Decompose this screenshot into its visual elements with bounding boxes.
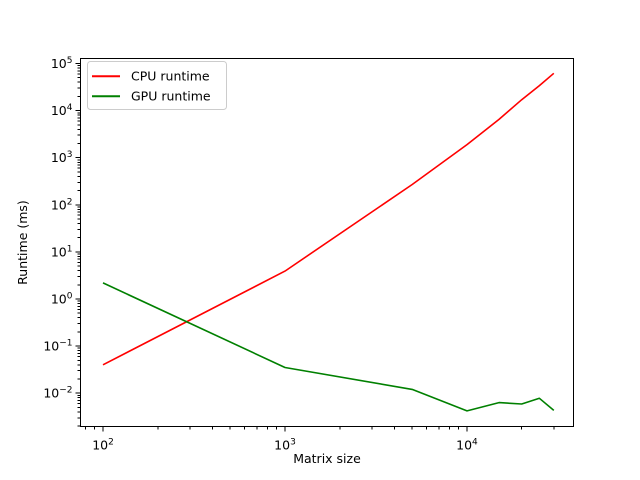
tick-label: 101 — [51, 244, 73, 259]
tick-label: 102 — [92, 438, 114, 453]
tick-label: 104 — [51, 103, 73, 118]
legend-box — [87, 61, 227, 110]
axis-ticks — [75, 63, 555, 432]
y-axis-label: Runtime (ms) — [15, 200, 30, 285]
legend-label-gpu: GPU runtime — [131, 89, 211, 104]
tick-label: 103 — [51, 150, 73, 165]
tick-label: 102 — [51, 197, 73, 212]
tick-label: 105 — [51, 56, 73, 71]
data-lines — [102, 72, 555, 412]
tick-label: 100 — [51, 291, 73, 306]
tick-label: 10−1 — [43, 339, 72, 354]
series-line-gpu — [102, 282, 555, 412]
series-line-cpu — [102, 72, 555, 366]
tick-label: 10−2 — [43, 386, 72, 401]
tick-label: 104 — [456, 438, 478, 453]
plot-spines — [80, 58, 574, 427]
x-axis-label: Matrix size — [293, 451, 361, 466]
legend-label-cpu: CPU runtime — [131, 69, 210, 84]
legend: CPU runtime GPU runtime — [87, 61, 227, 110]
